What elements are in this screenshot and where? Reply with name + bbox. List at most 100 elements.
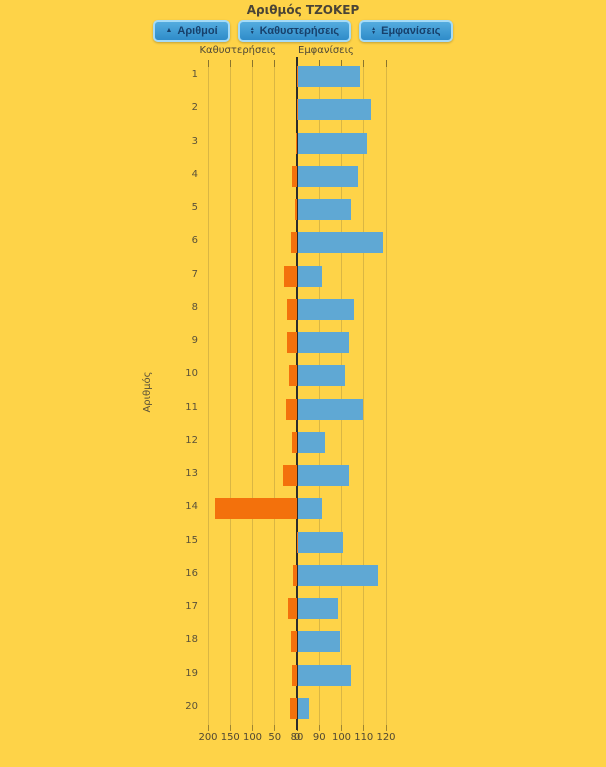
appearance-bar-19[interactable] <box>298 664 352 686</box>
sort-by-delays-label: Καθυστερήσεις <box>259 25 340 37</box>
sort-by-number-label: Αριθμοί <box>177 25 218 37</box>
x-axis-tick-label: 150 <box>220 732 240 743</box>
chart-row: 7 <box>0 260 606 293</box>
delay-bar-17[interactable] <box>287 598 297 619</box>
center-axis-line <box>296 57 298 730</box>
chart-row: 5 <box>0 193 606 226</box>
axis-tick <box>207 725 209 731</box>
x-axis-tick-label: 100 <box>331 732 352 743</box>
appearance-bar-2[interactable] <box>298 99 372 121</box>
chart-row: 10 <box>0 359 606 392</box>
category-label: 11 <box>185 401 198 413</box>
category-label: 18 <box>185 634 198 646</box>
axis-tick <box>363 60 365 67</box>
axis-tick <box>229 725 231 731</box>
delay-bar-18[interactable] <box>291 631 297 653</box>
sort-by-appearances-label: Εμφανίσεις <box>381 25 441 37</box>
appearance-bar-12[interactable] <box>298 431 325 453</box>
chart-row: 8 <box>0 293 606 326</box>
appearance-bar-10[interactable] <box>298 365 345 387</box>
x-axis-tick-label: 50 <box>268 732 282 743</box>
gridline <box>229 60 231 725</box>
chart-row: 1 <box>0 60 606 93</box>
delay-bar-16[interactable] <box>292 564 297 586</box>
appearance-bar-5[interactable] <box>298 199 352 220</box>
axis-tick <box>385 60 387 67</box>
chart-row: 3 <box>0 127 606 160</box>
category-label: 10 <box>185 368 198 380</box>
chart-row: 15 <box>0 526 606 559</box>
delay-bar-9[interactable] <box>287 332 297 353</box>
sort-by-appearances-button[interactable]: ▲ ▼ Εμφανίσεις <box>359 20 453 42</box>
appearance-bar-4[interactable] <box>298 165 359 187</box>
chart-row: 4 <box>0 160 606 193</box>
delay-bar-13[interactable] <box>283 465 297 486</box>
category-label: 8 <box>191 301 198 313</box>
appearance-bar-9[interactable] <box>298 332 350 353</box>
x-axis-tick-label: 0 <box>293 732 301 743</box>
delay-bar-4[interactable] <box>292 165 297 187</box>
appearance-bar-11[interactable] <box>298 398 363 420</box>
appearance-bar-20[interactable] <box>298 697 310 719</box>
appearance-bar-7[interactable] <box>298 265 323 287</box>
sort-updown-icon: ▲ ▼ <box>371 25 377 36</box>
axis-tick <box>318 60 320 67</box>
gridline <box>318 60 320 725</box>
delay-bar-20[interactable] <box>290 697 297 719</box>
category-label: 9 <box>191 335 198 346</box>
delay-bar-6[interactable] <box>291 232 297 254</box>
axis-tick <box>385 725 387 731</box>
category-label: 16 <box>185 567 198 579</box>
category-label: 20 <box>185 700 198 712</box>
category-label: 6 <box>191 235 198 247</box>
chart-row: 18 <box>0 625 606 658</box>
appearance-bar-14[interactable] <box>298 498 323 520</box>
chart-row: 11 <box>0 393 606 426</box>
delay-bar-5[interactable] <box>294 199 297 220</box>
sort-by-delays-button[interactable]: ▲ ▼ Καθυστερήσεις <box>237 20 352 42</box>
delay-bar-3[interactable] <box>295 132 297 154</box>
gridline <box>274 60 276 725</box>
appearance-bar-13[interactable] <box>298 465 350 486</box>
chart-row: 6 <box>0 226 606 259</box>
appearance-bar-1[interactable] <box>298 66 361 87</box>
axis-tick <box>341 60 342 67</box>
appearance-bar-17[interactable] <box>298 598 339 619</box>
appearance-bar-16[interactable] <box>298 564 379 586</box>
chart-row: 13 <box>0 459 606 492</box>
axis-tick <box>207 60 209 67</box>
appearance-bar-15[interactable] <box>298 531 343 553</box>
x-axis-tick-label: 80 <box>290 732 304 743</box>
axis-tick <box>274 60 276 67</box>
appearance-bar-18[interactable] <box>298 631 341 653</box>
chart-row: 14 <box>0 492 606 525</box>
chart-row: 20 <box>0 692 606 725</box>
appearance-bar-6[interactable] <box>298 232 383 254</box>
axis-tick <box>363 725 365 731</box>
plot-area: 200 150 100 50 0 80 90 100 110 120 1 2 3 4 5 6 7 8 9 10 11 12… <box>0 57 606 743</box>
appearance-bar-3[interactable] <box>298 132 367 154</box>
delay-bar-7[interactable] <box>284 265 297 287</box>
category-label: 19 <box>185 667 198 679</box>
delay-bar-10[interactable] <box>288 365 297 387</box>
chart-row: 17 <box>0 592 606 625</box>
delay-bar-19[interactable] <box>292 664 297 686</box>
category-label: 7 <box>191 268 198 280</box>
axis-tick <box>229 60 231 67</box>
gridline <box>207 60 209 725</box>
sort-by-number-button[interactable]: ▲ Αριθμοί <box>153 20 230 42</box>
delay-bar-14[interactable] <box>214 498 297 520</box>
delay-bar-12[interactable] <box>292 431 297 453</box>
axis-tick <box>252 60 253 67</box>
category-label: 4 <box>191 168 198 180</box>
delay-bar-11[interactable] <box>285 398 297 420</box>
column-header-delays: Καθυστερήσεις <box>199 45 277 56</box>
chart-row: 2 <box>0 93 606 126</box>
category-label: 17 <box>185 601 198 612</box>
category-label: 15 <box>185 534 198 546</box>
category-label: 2 <box>191 102 198 114</box>
sort-updown-icon: ▲ ▼ <box>249 25 255 36</box>
appearance-bar-8[interactable] <box>298 298 354 320</box>
delay-bar-8[interactable] <box>287 298 297 320</box>
sort-ascending-icon: ▲ <box>165 27 173 34</box>
